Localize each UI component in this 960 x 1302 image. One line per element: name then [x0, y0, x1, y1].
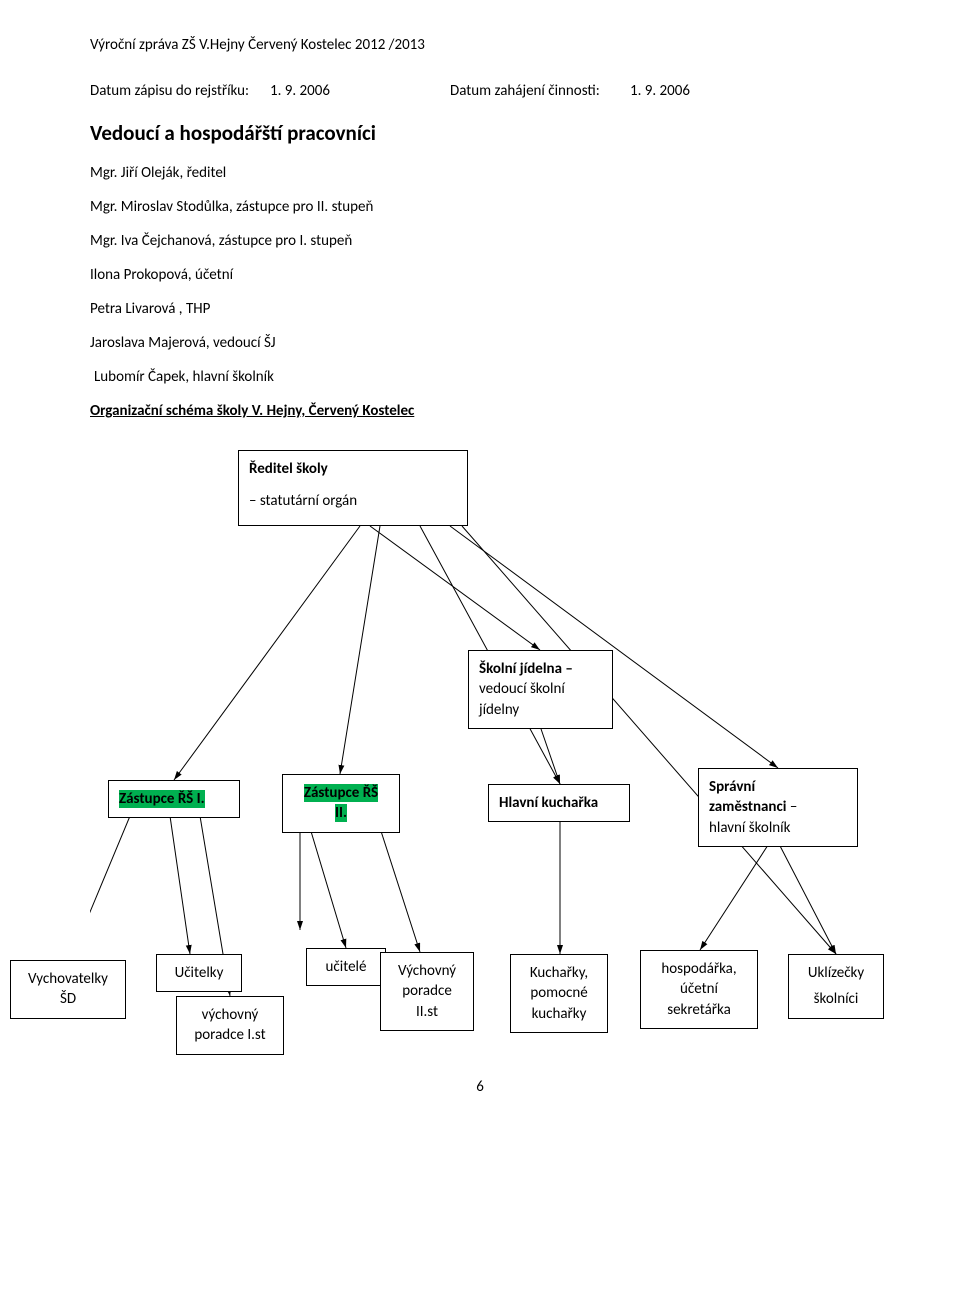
node-text: školníci [814, 990, 859, 1008]
node-text: poradce I.st [194, 1026, 265, 1044]
registry-row: Datum zápisu do rejstříku: 1. 9. 2006 Da… [90, 82, 870, 100]
node-zastupce-1: Zástupce ŘŠ I. [108, 780, 240, 818]
node-text: Učitelky [175, 964, 224, 982]
node-text: sekretářka [667, 1001, 731, 1019]
page-number: 6 [90, 1078, 870, 1096]
node-text: Výchovný [398, 962, 456, 980]
staff-line: Mgr. Jiří Oleják, ředitel [90, 164, 870, 182]
org-schema-title: Organizační schéma školy V. Hejny, Červe… [90, 402, 870, 420]
node-text: II.st [416, 1003, 438, 1021]
node-hlavni-kucharka: Hlavní kuchařka [488, 784, 630, 822]
org-chart: Ředitel školy – statutární orgán Školní … [90, 450, 870, 1060]
node-text: Zástupce ŘŠ [304, 784, 378, 802]
node-ucitele: učitelé [306, 948, 386, 986]
node-text: Kuchařky, [530, 964, 588, 982]
node-text: Uklízečky [808, 964, 864, 982]
node-text: hospodářka, [661, 960, 736, 978]
reg-label-2: Datum zahájení činnosti: [450, 82, 630, 100]
node-vychovatelky-sd: Vychovatelky ŠD [10, 960, 126, 1019]
staff-line: Ilona Prokopová, účetní [90, 266, 870, 284]
node-spravni: Správní zaměstnanci – hlavní školník [698, 768, 858, 847]
staff-line: Mgr. Miroslav Stodůlka, zástupce pro II.… [90, 198, 870, 216]
node-text: Správní [709, 778, 755, 796]
staff-line: Lubomír Čapek, hlavní školník [94, 368, 870, 386]
reg-value-1: 1. 9. 2006 [270, 82, 450, 100]
node-text: – statutární orgán [249, 491, 457, 511]
node-text: jídelny [479, 701, 519, 719]
node-text: učitelé [326, 958, 367, 976]
node-text: – [790, 798, 797, 816]
node-text: výchovný [202, 1006, 259, 1024]
node-text: vedoucí školní [479, 680, 565, 698]
node-text: Ředitel školy [249, 459, 457, 479]
node-ucitelky: Učitelky [156, 954, 242, 992]
node-kucharky: Kuchařky, pomocné kuchařky [510, 954, 608, 1033]
node-vychovny-poradce-1: výchovný poradce I.st [176, 996, 284, 1055]
node-text: Hlavní kuchařka [499, 794, 598, 812]
node-text: II. [335, 804, 347, 822]
node-text: účetní [680, 980, 718, 998]
node-text: Školní jídelna – [479, 660, 573, 678]
node-hospodarka: hospodářka, účetní sekretářka [640, 950, 758, 1029]
node-text: hlavní školník [709, 819, 790, 837]
node-text: Zástupce ŘŠ I. [119, 790, 205, 808]
reg-label-1: Datum zápisu do rejstříku: [90, 82, 270, 100]
staff-line: Jaroslava Majerová, vedoucí ŠJ [90, 334, 870, 352]
node-text: pomocné [530, 984, 587, 1002]
node-uklizecky: Uklízečky školníci [788, 954, 884, 1019]
node-vychovny-poradce-2: Výchovný poradce II.st [380, 952, 474, 1031]
reg-value-2: 1. 9. 2006 [630, 82, 690, 100]
staff-line: Mgr. Iva Čejchanová, zástupce pro I. stu… [90, 232, 870, 250]
node-reditel: Ředitel školy – statutární orgán [238, 450, 468, 526]
section-title: Vedoucí a hospodářští pracovníci [90, 120, 870, 146]
node-zastupce-2: Zástupce ŘŠ II. [282, 774, 400, 833]
node-text: zaměstnanci [709, 798, 786, 816]
staff-line: Petra Livarová , THP [90, 300, 870, 318]
doc-header: Výroční zpráva ZŠ V.Hejny Červený Kostel… [90, 36, 870, 54]
node-jidelna: Školní jídelna – vedoucí školní jídelny [468, 650, 613, 729]
node-text: kuchařky [532, 1005, 587, 1023]
node-text: Vychovatelky [28, 970, 108, 988]
node-text: ŠD [60, 990, 76, 1008]
node-text: poradce [402, 982, 452, 1000]
